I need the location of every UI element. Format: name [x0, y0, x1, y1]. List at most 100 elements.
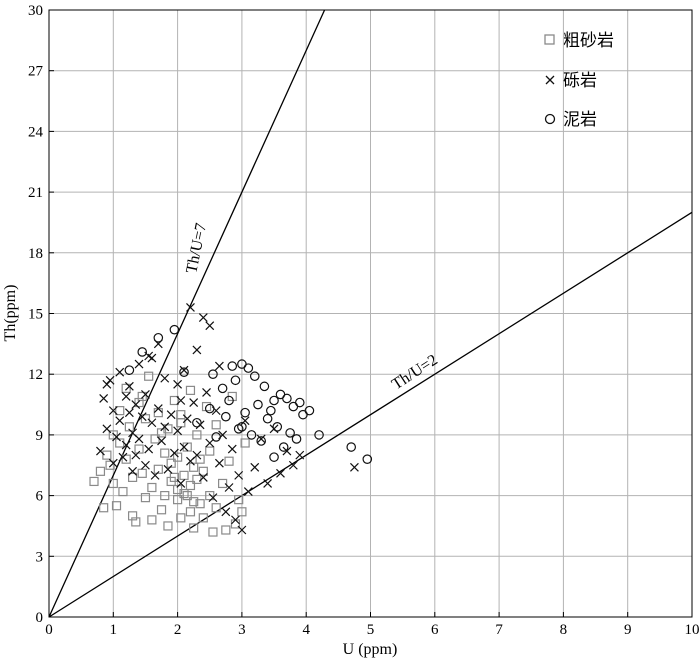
point-coarse-sandstone — [224, 456, 234, 466]
y-tick-label: 12 — [28, 367, 43, 383]
point-coarse-sandstone — [176, 513, 186, 523]
point-mudstone — [153, 332, 164, 343]
y-tick-label: 3 — [36, 549, 44, 565]
point-mudstone — [192, 417, 202, 428]
x-tick-label: 1 — [110, 622, 118, 638]
point-conglomerate — [134, 359, 144, 369]
reference-lines — [48, 9, 693, 618]
point-conglomerate — [234, 470, 244, 480]
x-tick-label: 5 — [367, 622, 375, 638]
x-tick-label: 3 — [238, 622, 246, 638]
point-mudstone — [217, 383, 228, 394]
point-conglomerate — [169, 448, 179, 458]
point-coarse-sandstone — [127, 472, 138, 482]
point-coarse-sandstone — [185, 385, 196, 395]
point-conglomerate — [141, 460, 150, 470]
point-conglomerate — [118, 452, 128, 462]
point-conglomerate — [192, 450, 202, 460]
point-conglomerate — [141, 390, 150, 399]
point-coarse-sandstone — [147, 482, 157, 493]
ref-line-label-7: Th/U=7 — [183, 222, 210, 275]
point-mudstone — [314, 430, 324, 440]
point-conglomerate — [160, 422, 170, 432]
point-coarse-sandstone — [95, 466, 106, 476]
point-coarse-sandstone — [173, 452, 183, 462]
point-coarse-sandstone — [134, 444, 144, 454]
point-conglomerate — [227, 444, 237, 454]
point-coarse-sandstone — [169, 395, 179, 406]
point-conglomerate — [295, 450, 305, 460]
point-coarse-sandstone — [160, 448, 170, 458]
x-tick-label: 8 — [560, 622, 568, 638]
point-conglomerate — [243, 487, 253, 496]
point-coarse-sandstone — [140, 493, 151, 503]
point-conglomerate — [214, 458, 224, 468]
point-conglomerate — [237, 525, 247, 535]
point-conglomerate — [99, 394, 109, 403]
point-coarse-sandstone — [99, 503, 109, 513]
x-tick-label: 9 — [624, 622, 632, 638]
point-mudstone — [124, 365, 135, 375]
point-coarse-sandstone — [89, 476, 99, 487]
point-coarse-sandstone — [176, 410, 186, 420]
point-conglomerate — [205, 438, 215, 448]
point-coarse-sandstone — [115, 406, 125, 416]
point-coarse-sandstone — [140, 414, 151, 424]
point-conglomerate — [102, 424, 112, 434]
point-conglomerate — [102, 379, 112, 389]
point-coarse-sandstone — [179, 488, 189, 499]
legend-marker-circle — [544, 113, 556, 125]
point-mudstone — [269, 395, 279, 406]
y-tick-label: 0 — [36, 610, 44, 626]
point-coarse-sandstone — [179, 470, 189, 480]
y-tick-label: 24 — [28, 124, 44, 140]
point-conglomerate — [189, 398, 199, 407]
point-conglomerate — [198, 472, 208, 482]
point-conglomerate — [131, 400, 141, 409]
legend-label-mudstone: 泥岩 — [563, 110, 597, 130]
y-tick-label: 15 — [28, 307, 43, 323]
point-conglomerate — [96, 446, 105, 456]
point-conglomerate — [231, 515, 240, 525]
point-coarse-sandstone — [240, 438, 250, 448]
point-conglomerate — [208, 493, 218, 503]
point-mudstone — [243, 363, 254, 373]
x-tick-label: 7 — [495, 622, 503, 638]
ref-line-th-u-7 — [48, 9, 326, 618]
point-mudstone — [169, 324, 180, 335]
point-coarse-sandstone — [121, 383, 131, 393]
point-conglomerate — [214, 361, 224, 371]
point-conglomerate — [179, 442, 189, 452]
point-mudstone — [304, 405, 315, 416]
point-coarse-sandstone — [195, 499, 205, 509]
point-conglomerate — [202, 387, 211, 397]
point-coarse-sandstone — [102, 450, 112, 460]
point-conglomerate — [160, 373, 170, 383]
y-tick-label: 6 — [36, 489, 44, 505]
point-coarse-sandstone — [153, 464, 163, 474]
point-mudstone — [346, 442, 357, 452]
point-conglomerate — [288, 460, 298, 470]
point-coarse-sandstone — [160, 491, 170, 501]
point-conglomerate — [276, 468, 285, 478]
point-mudstone — [208, 369, 218, 379]
point-coarse-sandstone — [195, 454, 205, 464]
point-coarse-sandstone — [163, 521, 173, 531]
point-mudstone — [246, 430, 257, 440]
legend: 粗砂岩 砾岩 泥岩 — [544, 31, 614, 130]
point-coarse-sandstone — [205, 446, 215, 456]
point-conglomerate — [131, 450, 141, 460]
point-coarse-sandstone — [105, 460, 115, 470]
point-coarse-sandstone — [137, 391, 147, 402]
point-coarse-sandstone — [211, 420, 221, 430]
point-conglomerate — [115, 416, 125, 426]
point-mudstone — [237, 422, 247, 432]
point-conglomerate — [124, 408, 134, 418]
point-coarse-sandstone — [121, 454, 131, 464]
x-tick-label: 4 — [302, 622, 310, 638]
point-coarse-sandstone — [124, 422, 134, 432]
point-conglomerate — [137, 412, 147, 422]
point-conglomerate — [121, 440, 131, 450]
x-tick-label: 10 — [685, 622, 700, 638]
